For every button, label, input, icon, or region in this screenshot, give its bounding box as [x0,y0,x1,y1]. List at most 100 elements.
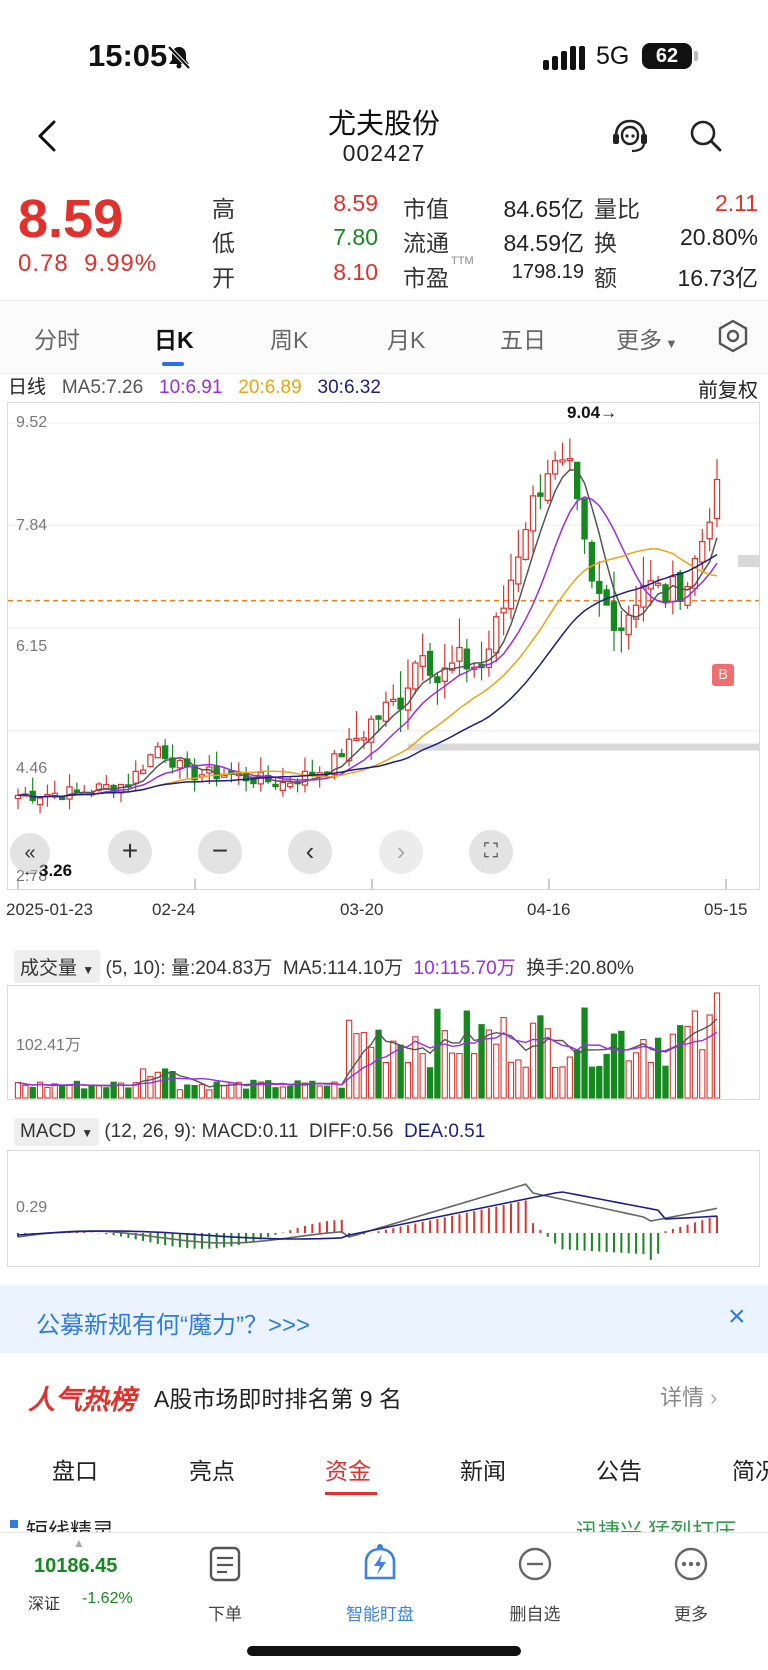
promo-banner[interactable] [0,1285,768,1353]
volume-bar-47 [360,1032,367,1099]
customer-service-icon[interactable] [610,116,650,156]
tab-news[interactable]: 新闻 [460,1458,506,1484]
volume-selector-label: 成交量 [20,958,78,979]
bell-muted-icon [167,45,191,70]
promo-banner-text[interactable]: 公募新规有何“魔力”？>>> [36,1312,311,1339]
volume-bar-57 [434,1008,441,1099]
kline-candle-50 [382,701,390,722]
kline-candle-3 [36,797,44,806]
smart-watch-icon[interactable] [361,1542,399,1582]
macd-value: MACD:0.11 [201,1121,299,1142]
nav-remove-watchlist[interactable]: 删自选 [509,1605,561,1624]
tab-five-day[interactable]: 五日 [500,327,546,353]
active-tab-indicator [162,362,184,366]
price-change: 0.78 9.99% [18,250,157,278]
date-label-5: 05-15 [704,900,748,919]
volume-bar-2 [29,1086,36,1099]
kline-candle-75 [566,458,574,462]
volume-bar-50 [382,1061,390,1099]
tab-announcements[interactable]: 公告 [596,1458,642,1484]
volume-selector[interactable]: 成交量 ▼ [14,950,101,983]
volume-bar-77 [581,1007,588,1099]
battery-icon: 62 [642,43,692,69]
zoom-out-icon[interactable]: − [198,830,242,874]
tab-more[interactable]: 更多 ▼ [616,321,678,355]
date-label-1: 2025-01-23 [6,900,93,919]
volume-ma5: MA5:114.10万 [282,958,403,979]
quote-label-7: 换 [594,230,617,256]
volume-bar-91 [684,1025,691,1099]
kline-candle-7 [66,786,73,800]
tab-intraday[interactable]: 分时 [34,327,80,353]
volume-bar-41 [316,1085,323,1099]
buy-marker[interactable]: B [712,664,734,686]
adjust-toggle[interactable]: 前复权 [698,380,758,402]
fullscreen-icon[interactable]: ⛶ [469,830,513,874]
kline-candle-77 [581,498,588,540]
price-band [408,743,759,751]
volume-bar-39 [301,1082,309,1099]
kline-chart[interactable] [7,402,760,890]
kline-candle-44 [338,753,345,758]
volume-bar-69 [522,1066,529,1099]
volume-bar-4 [44,1086,51,1099]
close-icon[interactable]: × [728,1300,746,1333]
quote-label-4: 流通 [403,230,449,256]
volume-bar-90 [677,1025,684,1099]
collapse-icon[interactable]: « [10,833,50,873]
macd-chart[interactable] [7,1150,760,1267]
remove-watchlist-icon[interactable] [517,1546,553,1582]
macd-legend: MACD ▼ (12, 26, 9): MACD:0.11 DIFF:0.56 … [14,1118,485,1146]
kline-candle-45 [345,738,353,762]
quote-label-3: 市值 [403,196,449,222]
kline-candle-74 [559,459,566,463]
nav-order[interactable]: 下单 [208,1605,242,1624]
nav-more[interactable]: 更多 [674,1605,708,1624]
back-icon[interactable] [34,118,58,154]
volume-bar-26 [206,1089,213,1099]
more-icon[interactable] [673,1546,709,1582]
kline-candle-83 [625,614,632,636]
volume-bar-81 [610,1033,618,1099]
diff-line [17,1183,718,1244]
tab-order-book[interactable]: 盘口 [52,1458,98,1484]
nav-smart-watch[interactable]: 智能盯盘 [346,1605,414,1624]
order-icon[interactable] [208,1545,242,1583]
kline-candle-37 [287,782,294,788]
index-name: 深证 [28,1596,61,1613]
kline-candle-58 [441,667,448,682]
tab-monthly-k[interactable]: 月K [387,327,426,353]
y-tick-4: 4.46 [16,760,48,777]
volume-bar-79 [596,1066,603,1099]
search-icon[interactable] [688,118,724,154]
settings-hexagon-icon[interactable] [717,319,749,353]
macd-y-tick: 0.29 [16,1199,48,1216]
volume-bar-16 [132,1082,139,1099]
quote-value-6: 2.11 [714,190,758,216]
volume-bar-34 [265,1080,272,1099]
pan-left-icon[interactable]: ‹ [288,830,332,874]
macd-selector-label: MACD [20,1121,76,1142]
tab-funds[interactable]: 资金 [325,1458,371,1484]
kline-candle-12 [103,784,110,790]
tab-highlights[interactable]: 亮点 [189,1458,235,1484]
volume-chart[interactable] [7,985,760,1100]
zoom-in-icon[interactable]: + [108,830,152,874]
short-term-sprite[interactable]: 短线精灵 [26,1519,115,1534]
pan-right-icon[interactable]: › [379,830,423,874]
macd-selector[interactable]: MACD ▼ [14,1118,100,1146]
hot-ranking-detail-link[interactable]: 详情 › [660,1380,717,1412]
chevron-right-icon: › [710,1385,718,1410]
status-time: 15:05 [88,38,168,73]
sprite-alert[interactable]: 迅捷兴 猛烈打压 [576,1519,737,1534]
tab-weekly-k[interactable]: 周K [270,327,309,353]
volume-bar-28 [220,1085,228,1099]
volume-bar-95 [713,992,721,1099]
index-value[interactable]: 10186.45 [34,1555,118,1577]
volume-bar-36 [279,1086,287,1099]
kline-candle-17 [139,769,147,775]
tab-profile[interactable]: 简况 [732,1458,768,1484]
kline-candle-22 [176,759,184,769]
change-percent: 9.99% [84,250,158,277]
tab-daily-k[interactable]: 日K [154,327,194,353]
